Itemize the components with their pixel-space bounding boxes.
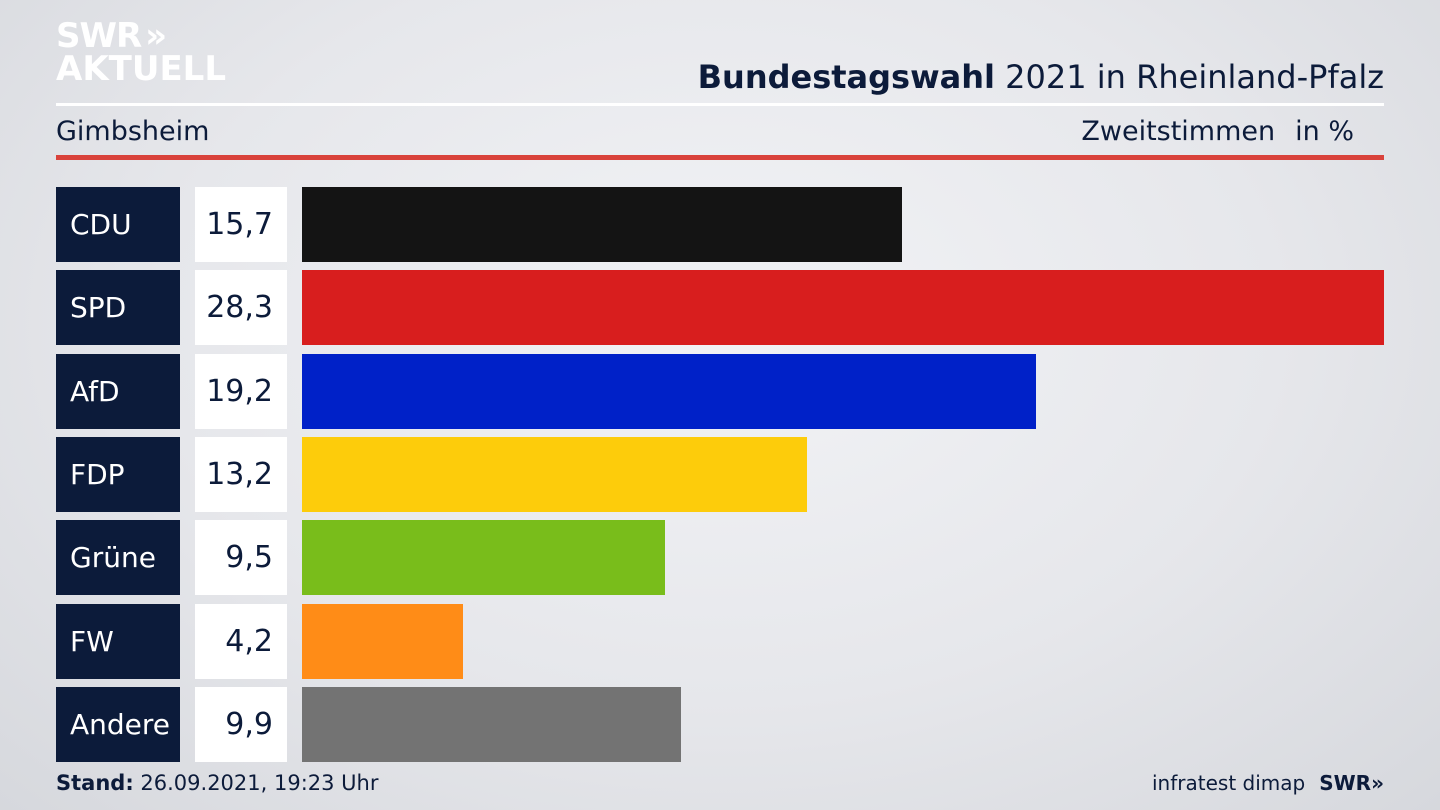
bar-cdu (302, 187, 902, 262)
value-label: 19,2 (195, 354, 287, 429)
chevrons-icon: » (145, 16, 167, 56)
party-label: Andere (56, 687, 180, 762)
accent-divider (56, 155, 1384, 160)
value-label: 15,7 (195, 187, 287, 262)
bar-spd (302, 270, 1384, 345)
value-label: 28,3 (195, 270, 287, 345)
bar-fw (302, 604, 463, 679)
swr-footer-logo: SWR» (1319, 771, 1384, 795)
measure-label: Zweitstimmen in % (1081, 116, 1354, 147)
bar-row-fdp: FDP 13,2 (56, 437, 1384, 512)
header-divider (56, 103, 1384, 106)
party-label: Grüne (56, 520, 180, 595)
bar-row-fw: FW 4,2 (56, 604, 1384, 679)
title-strong: Bundestagswahl (697, 58, 995, 96)
source-text: infratest dimap (1152, 771, 1306, 795)
stand-value: 26.09.2021, 19:23 Uhr (133, 771, 379, 795)
party-label: AfD (56, 354, 180, 429)
value-label: 4,2 (195, 604, 287, 679)
chart-title: Bundestagswahl 2021 in Rheinland-Pfalz (698, 58, 1384, 96)
stand-label: Stand: (56, 771, 134, 795)
bar-andere (302, 687, 681, 762)
value-label: 13,2 (195, 437, 287, 512)
value-label: 9,5 (195, 520, 287, 595)
measure-text: Zweitstimmen (1081, 116, 1276, 147)
timestamp: Stand: 26.09.2021, 19:23 Uhr (56, 771, 379, 795)
logo-swr-text: SWR (56, 16, 142, 56)
party-label: FDP (56, 437, 180, 512)
party-label: CDU (56, 187, 180, 262)
bar-grüne (302, 520, 665, 595)
value-label: 9,9 (195, 687, 287, 762)
unit-text: in % (1295, 116, 1354, 147)
bar-row-afd: AfD 19,2 (56, 354, 1384, 429)
source-credits: infratest dimap SWR» (1152, 771, 1384, 795)
logo-aktuell-text: AKTUELL (56, 49, 227, 89)
party-label: SPD (56, 270, 180, 345)
bar-row-andere: Andere 9,9 (56, 687, 1384, 762)
bar-row-grüne: Grüne 9,5 (56, 520, 1384, 595)
location-label: Gimbsheim (56, 116, 210, 147)
bar-row-cdu: CDU 15,7 (56, 187, 1384, 262)
bar-afd (302, 354, 1036, 429)
title-rest: 2021 in Rheinland-Pfalz (995, 58, 1384, 96)
party-label: FW (56, 604, 180, 679)
swr-aktuell-logo: SWR » AKTUELL (56, 18, 226, 86)
bar-row-spd: SPD 28,3 (56, 270, 1384, 345)
bar-fdp (302, 437, 807, 512)
